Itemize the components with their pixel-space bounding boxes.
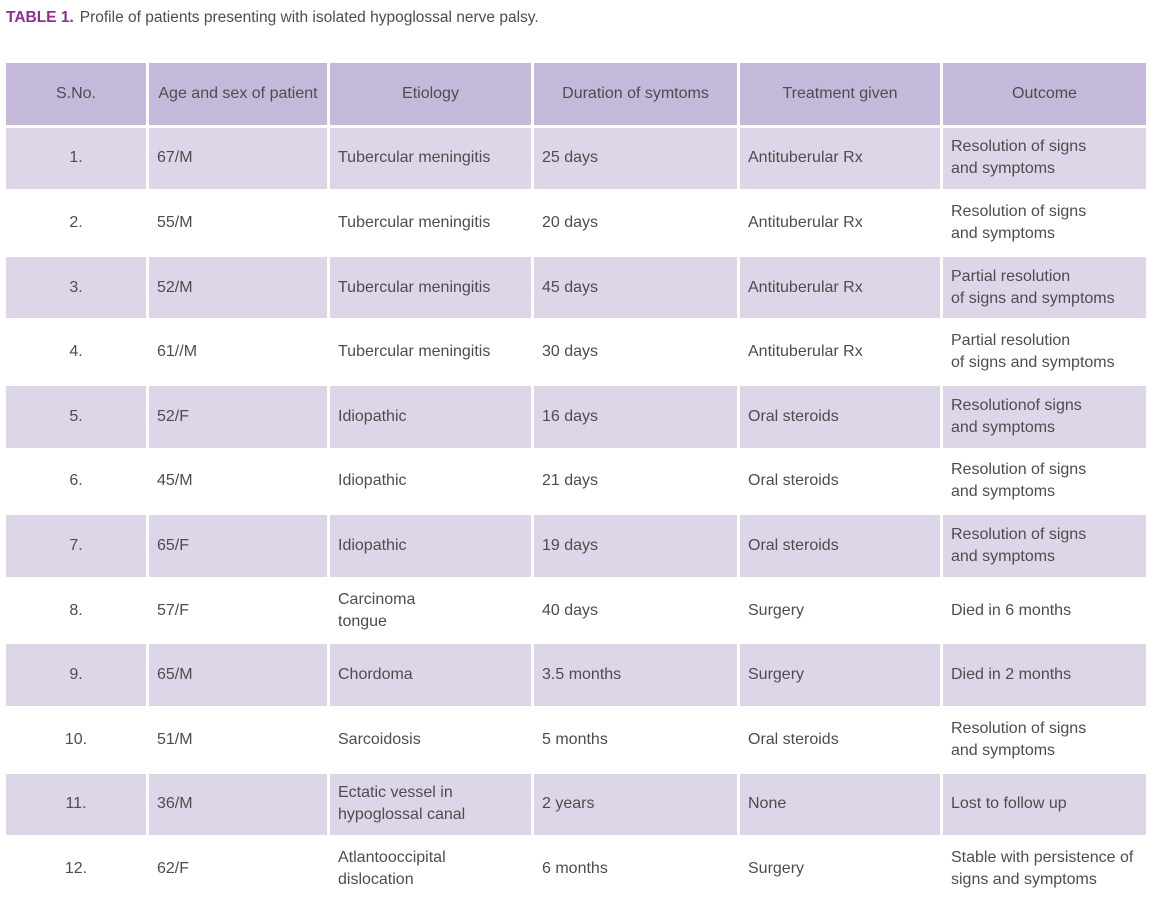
column-header-age-sex: Age and sex of patient xyxy=(149,63,327,125)
cell-treatment: Antituberular Rx xyxy=(748,343,863,361)
cell-sno: 5. xyxy=(6,385,146,448)
cell-sno: 2. xyxy=(69,213,83,231)
cell-duration: 45 days xyxy=(534,256,737,319)
cell-etiology: Idiopathic xyxy=(330,385,531,448)
cell-treatment: Surgery xyxy=(748,859,805,877)
cell-etiology: Tubercular meningitis xyxy=(330,127,531,190)
cell-sno: 6. xyxy=(69,472,83,490)
cell-duration: 20 days xyxy=(542,213,599,231)
header-row: S.No. Age and sex of patient Etiology Durat… xyxy=(6,63,1146,125)
cell-age-sex: 62/F xyxy=(157,859,190,877)
table-row: 3. 52/M Tubercular meningitis 45 days Antitu… xyxy=(6,256,1146,319)
cell-outcome: Resolution of signs and symptoms xyxy=(943,515,1146,577)
cell-duration: 5 months xyxy=(542,730,608,748)
cell-age-sex: 36/M xyxy=(149,773,327,836)
cell-sno: 7. xyxy=(6,515,146,577)
cell-duration: 16 days xyxy=(534,385,737,448)
cell-duration: 21 days xyxy=(542,472,599,490)
cell-age-sex: 52/M xyxy=(149,256,327,319)
table-row: 2. 55/M Tubercular meningitis 20 days Antitu… xyxy=(6,192,1146,254)
cell-sno: 12. xyxy=(64,859,88,877)
table-label: TABLE 1. xyxy=(6,9,74,26)
patient-table: S.No. Age and sex of patient Etiology Durat… xyxy=(3,60,1149,903)
table-row: 5. 52/F Idiopathic 16 days Oral steroids Reso… xyxy=(6,385,1146,448)
table-title: Profile of patients presenting with isol… xyxy=(79,9,539,26)
cell-outcome: Died in 2 months xyxy=(943,644,1146,706)
cell-age-sex: 45/M xyxy=(157,472,193,490)
cell-etiology: Atlantooccipital dislocation xyxy=(338,848,446,888)
cell-age-sex: 67/M xyxy=(149,127,327,190)
table-row: 7. 65/F Idiopathic 19 days Oral steroids Reso… xyxy=(6,515,1146,577)
cell-outcome: Resolution of signs and symptoms xyxy=(951,719,1087,759)
cell-etiology: Tubercular meningitis xyxy=(338,213,491,231)
cell-treatment: Surgery xyxy=(740,644,940,706)
table-row: 6. 45/M Idiopathic 21 days Oral steroids Reso… xyxy=(6,451,1146,513)
cell-treatment: Oral steroids xyxy=(740,385,940,448)
cell-duration: 6 months xyxy=(542,859,608,877)
cell-outcome: Partial resolution of signs and symptoms xyxy=(943,256,1146,319)
cell-duration: 19 days xyxy=(534,515,737,577)
cell-etiology: Sarcoidosis xyxy=(338,730,421,748)
cell-etiology: Idiopathic xyxy=(330,515,531,577)
cell-outcome: Resolutionof signs and symptoms xyxy=(943,385,1146,448)
cell-outcome: Resolution of signs and symptoms xyxy=(951,461,1087,501)
cell-sno: 3. xyxy=(6,256,146,319)
cell-sno: 11. xyxy=(6,773,146,836)
cell-duration: 30 days xyxy=(542,343,599,361)
cell-treatment: Antituberular Rx xyxy=(748,213,863,231)
cell-treatment: Oral steroids xyxy=(748,472,839,490)
table-caption: TABLE 1. Profile of patients presenting w… xyxy=(6,9,539,27)
cell-age-sex: 65/M xyxy=(149,644,327,706)
cell-sno: 1. xyxy=(6,127,146,190)
table-row: 12. 62/F Atlantooccipital dislocation 6 mont… xyxy=(6,838,1146,900)
cell-outcome: Died in 6 months xyxy=(951,601,1072,619)
cell-age-sex: 61//M xyxy=(157,343,198,361)
table-row: 9. 65/M Chordoma 3.5 months Surgery Died in 2… xyxy=(6,644,1146,706)
column-header-etiology: Etiology xyxy=(330,63,531,125)
table-row: 1. 67/M Tubercular meningitis 25 days Antitu… xyxy=(6,127,1146,190)
cell-outcome: Partial resolution of signs and symptoms xyxy=(951,332,1115,372)
table-row: 8. 57/F Carcinoma tongue 40 days Surgery Died … xyxy=(6,580,1146,642)
cell-treatment: Antituberular Rx xyxy=(740,127,940,190)
cell-age-sex: 51/M xyxy=(157,730,193,748)
cell-etiology: Tubercular meningitis xyxy=(338,343,491,361)
cell-treatment: Surgery xyxy=(748,601,805,619)
cell-age-sex: 65/F xyxy=(149,515,327,577)
cell-treatment: Oral steroids xyxy=(748,730,839,748)
cell-age-sex: 55/M xyxy=(157,213,193,231)
cell-outcome: Lost to follow up xyxy=(943,773,1146,836)
cell-outcome: Resolution of signs and symptoms xyxy=(951,202,1087,242)
column-header-treatment: Treatment given xyxy=(740,63,940,125)
cell-treatment: Oral steroids xyxy=(740,515,940,577)
column-header-sno: S.No. xyxy=(6,63,146,125)
cell-treatment: Antituberular Rx xyxy=(740,256,940,319)
cell-etiology: Tubercular meningitis xyxy=(330,256,531,319)
cell-age-sex: 52/F xyxy=(149,385,327,448)
cell-etiology: Ectatic vessel in hypoglossal canal xyxy=(330,773,531,836)
cell-etiology: Carcinoma tongue xyxy=(338,590,416,630)
table-row: 11. 36/M Ectatic vessel in hypoglossal cana… xyxy=(6,773,1146,836)
cell-sno: 4. xyxy=(69,343,83,361)
cell-outcome: Resolution of signs and symptoms xyxy=(943,127,1146,190)
cell-duration: 2 years xyxy=(534,773,737,836)
cell-sno: 10. xyxy=(64,730,88,748)
cell-duration: 25 days xyxy=(534,127,737,190)
cell-outcome: Stable with persistence of signs and symp… xyxy=(951,848,1134,888)
cell-sno: 9. xyxy=(6,644,146,706)
cell-duration: 3.5 months xyxy=(534,644,737,706)
table-row: 4. 61//M Tubercular meningitis 30 days Antit… xyxy=(6,321,1146,383)
cell-duration: 40 days xyxy=(542,601,599,619)
column-header-duration: Duration of symtoms xyxy=(534,63,737,125)
cell-etiology: Chordoma xyxy=(330,644,531,706)
cell-treatment: None xyxy=(740,773,940,836)
cell-etiology: Idiopathic xyxy=(338,472,407,490)
cell-sno: 8. xyxy=(69,601,83,619)
table-row: 10. 51/M Sarcoidosis 5 months Oral steroids R… xyxy=(6,709,1146,771)
column-header-outcome: Outcome xyxy=(943,63,1146,125)
cell-age-sex: 57/F xyxy=(157,601,190,619)
